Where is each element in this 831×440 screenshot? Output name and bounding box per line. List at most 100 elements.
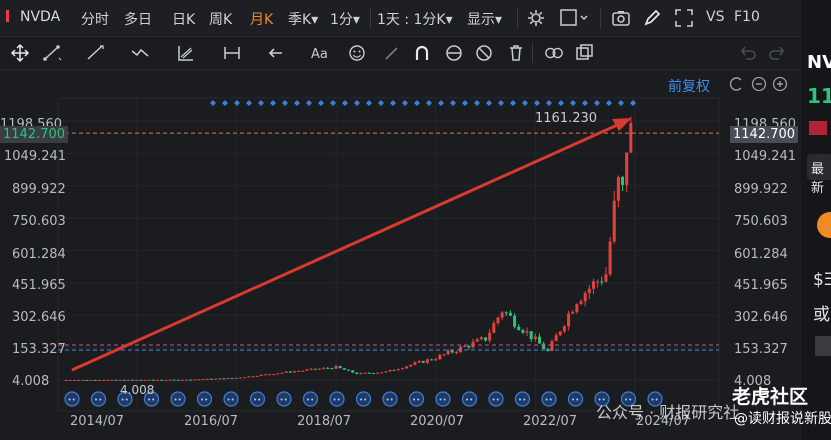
candle-body	[164, 379, 168, 381]
avatar[interactable]	[817, 212, 831, 238]
candle-body	[359, 372, 363, 375]
eraser-pen-icon[interactable]	[382, 43, 402, 63]
x-axis-label: 2024/07	[636, 414, 691, 429]
watermark-brand: 老虎社区	[732, 386, 809, 408]
candle-body	[450, 350, 454, 353]
pen-draw-icon[interactable]	[642, 8, 662, 32]
period-tab-week[interactable]: 周K	[209, 12, 233, 28]
zoom-out-icon[interactable]	[751, 76, 767, 96]
zoom-in-icon[interactable]	[772, 76, 788, 96]
reset-zoom-icon[interactable]	[729, 76, 745, 96]
adjust-mode-button[interactable]: 前复权	[668, 79, 710, 95]
ray-line-icon[interactable]	[85, 43, 105, 63]
candle-body	[409, 364, 413, 367]
candle-body	[562, 326, 566, 332]
trend-line-icon[interactable]	[42, 43, 62, 63]
event-marker	[318, 100, 324, 106]
period-tab-day[interactable]: 日K	[172, 12, 196, 28]
candle-body	[201, 379, 205, 381]
x-axis-label: 2018/07	[297, 414, 352, 429]
candle-body	[93, 379, 97, 381]
candle-body	[355, 372, 359, 375]
y-label-right: 302.646	[734, 310, 788, 325]
f10-button[interactable]: F10	[734, 9, 760, 25]
candle-body	[222, 378, 226, 380]
chevron-down-icon: ▾	[445, 12, 453, 28]
arrow-left-icon[interactable]	[266, 43, 286, 63]
candle-body	[587, 288, 591, 294]
candle-body	[255, 375, 259, 377]
fib-channel-icon[interactable]	[176, 43, 196, 63]
polyline-icon[interactable]	[130, 43, 150, 63]
event-marker	[426, 100, 432, 106]
candle-body	[239, 377, 243, 379]
emoji-icon[interactable]	[347, 43, 367, 63]
period-tab-intraday[interactable]: 分时	[81, 12, 109, 28]
season-dropdown[interactable]: 季K▾	[288, 12, 319, 28]
event-badge-glyph: ••	[492, 396, 500, 404]
candle-body	[608, 241, 612, 275]
candle-body	[106, 379, 110, 381]
eye-lock-icon[interactable]	[444, 43, 464, 63]
event-badge-glyph: ••	[200, 396, 208, 404]
range-measure-icon[interactable]	[222, 43, 242, 63]
low-price-annotation: 4.008	[120, 383, 155, 397]
y-label-right: 1049.241	[734, 149, 797, 164]
event-badge	[170, 391, 186, 407]
event-marker	[402, 100, 408, 106]
candle-body	[542, 343, 546, 349]
event-marker	[414, 100, 420, 106]
us-flag-icon	[809, 121, 827, 135]
period-tab-month[interactable]: 月K	[250, 12, 274, 28]
event-badge-glyph: ••	[68, 396, 76, 404]
candle-body	[126, 379, 130, 381]
symbol-menu-icon[interactable]	[6, 9, 14, 27]
hide-drawings-icon[interactable]	[474, 43, 494, 63]
candle-body	[380, 372, 384, 374]
undo-icon[interactable]	[738, 43, 758, 63]
move-cross-icon[interactable]	[10, 43, 30, 63]
link-rings-icon[interactable]	[544, 43, 564, 63]
divider	[600, 8, 601, 28]
redo-icon[interactable]	[767, 43, 787, 63]
symbol-label[interactable]: NVDA	[20, 9, 61, 25]
period-tab-multiday[interactable]: 多日	[124, 12, 152, 28]
display-dropdown[interactable]: 显示▾	[467, 12, 503, 28]
minute-dropdown[interactable]: 1分▾	[330, 12, 360, 28]
candlestick-chart[interactable]: •• •• •• •• •• •• •• •• •• •• •• •• •• •• •• •• •• •• •• ••…	[0, 0, 800, 440]
x-axis-label: 2014/07	[70, 414, 125, 429]
interval-dropdown[interactable]: 1天 : 1分K▾	[377, 12, 453, 28]
layers-icon[interactable]	[574, 43, 594, 63]
candle-body	[430, 359, 434, 361]
candle-body	[64, 379, 68, 381]
settings-gear-icon[interactable]	[526, 8, 546, 32]
text-annotation-icon[interactable]: Aa	[310, 43, 330, 63]
candle-body	[135, 379, 139, 381]
event-badge-glyph: ••	[545, 396, 553, 404]
candle-body	[234, 377, 238, 379]
side-thumb[interactable]	[815, 336, 831, 356]
event-badge	[249, 391, 266, 407]
fullscreen-icon[interactable]	[674, 8, 694, 32]
trash-icon[interactable]	[506, 43, 526, 63]
candle-body	[147, 379, 151, 381]
camera-icon[interactable]	[611, 8, 631, 32]
candle-body	[596, 281, 600, 283]
side-text-dollar: $Ǝ	[813, 270, 831, 290]
event-marker	[330, 100, 336, 106]
candle-body	[326, 367, 330, 369]
candle-body	[259, 374, 263, 376]
event-badge-glyph: ••	[147, 396, 155, 404]
side-tab[interactable]: 最新	[807, 154, 831, 196]
candle-body	[268, 374, 272, 376]
layout-square-icon[interactable]	[560, 8, 590, 32]
event-badge	[302, 391, 319, 407]
candle-body	[189, 379, 193, 381]
event-badge-glyph: ••	[121, 396, 129, 404]
compare-vs-button[interactable]: VS	[706, 9, 725, 25]
event-marker	[234, 100, 240, 106]
magnet-icon[interactable]	[412, 43, 432, 63]
y-label-left: 302.646	[12, 310, 66, 325]
event-badge-glyph: ••	[624, 396, 632, 404]
event-badge-glyph: ••	[412, 396, 420, 404]
